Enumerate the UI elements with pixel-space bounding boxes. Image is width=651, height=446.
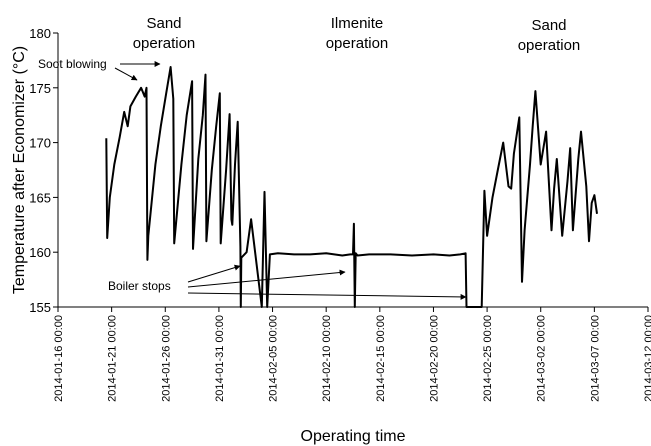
- x-tick-label: 2014-02-10 00:00: [321, 315, 333, 402]
- sand-operation-2-line2: operation: [518, 37, 581, 54]
- ilmenite-operation-line1: Ilmenite: [331, 15, 384, 32]
- annotations: Sand operation Ilmenite operation Sand o…: [38, 15, 580, 293]
- boiler-arrow-3: [187, 292, 467, 300]
- y-axis-title: Temperature after Economizer (°C): [11, 46, 28, 294]
- tick-labels: 155 160 165 170 175 180 2014-01-16 00:00 2014-0…: [29, 26, 651, 402]
- y-tick-label: 175: [29, 81, 51, 96]
- temperature-series-line: [105, 66, 598, 308]
- annotation-arrows: [114, 61, 467, 300]
- x-tick-label: 2014-03-02 00:00: [536, 315, 548, 402]
- x-tick-label: 2014-03-12 00:00: [643, 315, 651, 402]
- x-tick-label: 2014-02-25 00:00: [482, 315, 494, 402]
- x-axis-title: Operating time: [301, 428, 406, 445]
- axes: [53, 32, 649, 312]
- sand-operation-1-line2: operation: [133, 35, 196, 52]
- series-layer: [105, 66, 598, 308]
- boiler-stops-label: Boiler stops: [108, 279, 171, 293]
- soot-arrow-1: [114, 67, 138, 81]
- x-tick-label: 2014-02-15 00:00: [375, 315, 387, 402]
- x-tick-label: 2014-02-20 00:00: [428, 315, 440, 402]
- boiler-arrow-2: [187, 269, 346, 288]
- ilmenite-operation-line2: operation: [326, 35, 389, 52]
- sand-operation-1-line1: Sand: [146, 15, 181, 32]
- x-tick-label: 2014-02-05 00:00: [268, 315, 280, 402]
- y-tick-label: 165: [29, 190, 51, 205]
- boiler-arrow-1: [187, 264, 241, 283]
- soot-blowing-label: Soot blowing: [38, 57, 107, 71]
- y-tick-label: 170: [29, 136, 51, 151]
- x-tick-label: 2014-03-07 00:00: [589, 315, 601, 402]
- y-tick-label: 180: [29, 26, 51, 41]
- y-tick-label: 160: [29, 245, 51, 260]
- x-tick-label: 2014-01-26 00:00: [160, 315, 172, 402]
- sand-operation-2-line1: Sand: [531, 17, 566, 34]
- x-tick-label: 2014-01-16 00:00: [53, 315, 65, 402]
- y-tick-label: 155: [29, 300, 51, 315]
- x-tick-label: 2014-01-31 00:00: [214, 315, 226, 402]
- x-tick-label: 2014-01-21 00:00: [107, 315, 119, 402]
